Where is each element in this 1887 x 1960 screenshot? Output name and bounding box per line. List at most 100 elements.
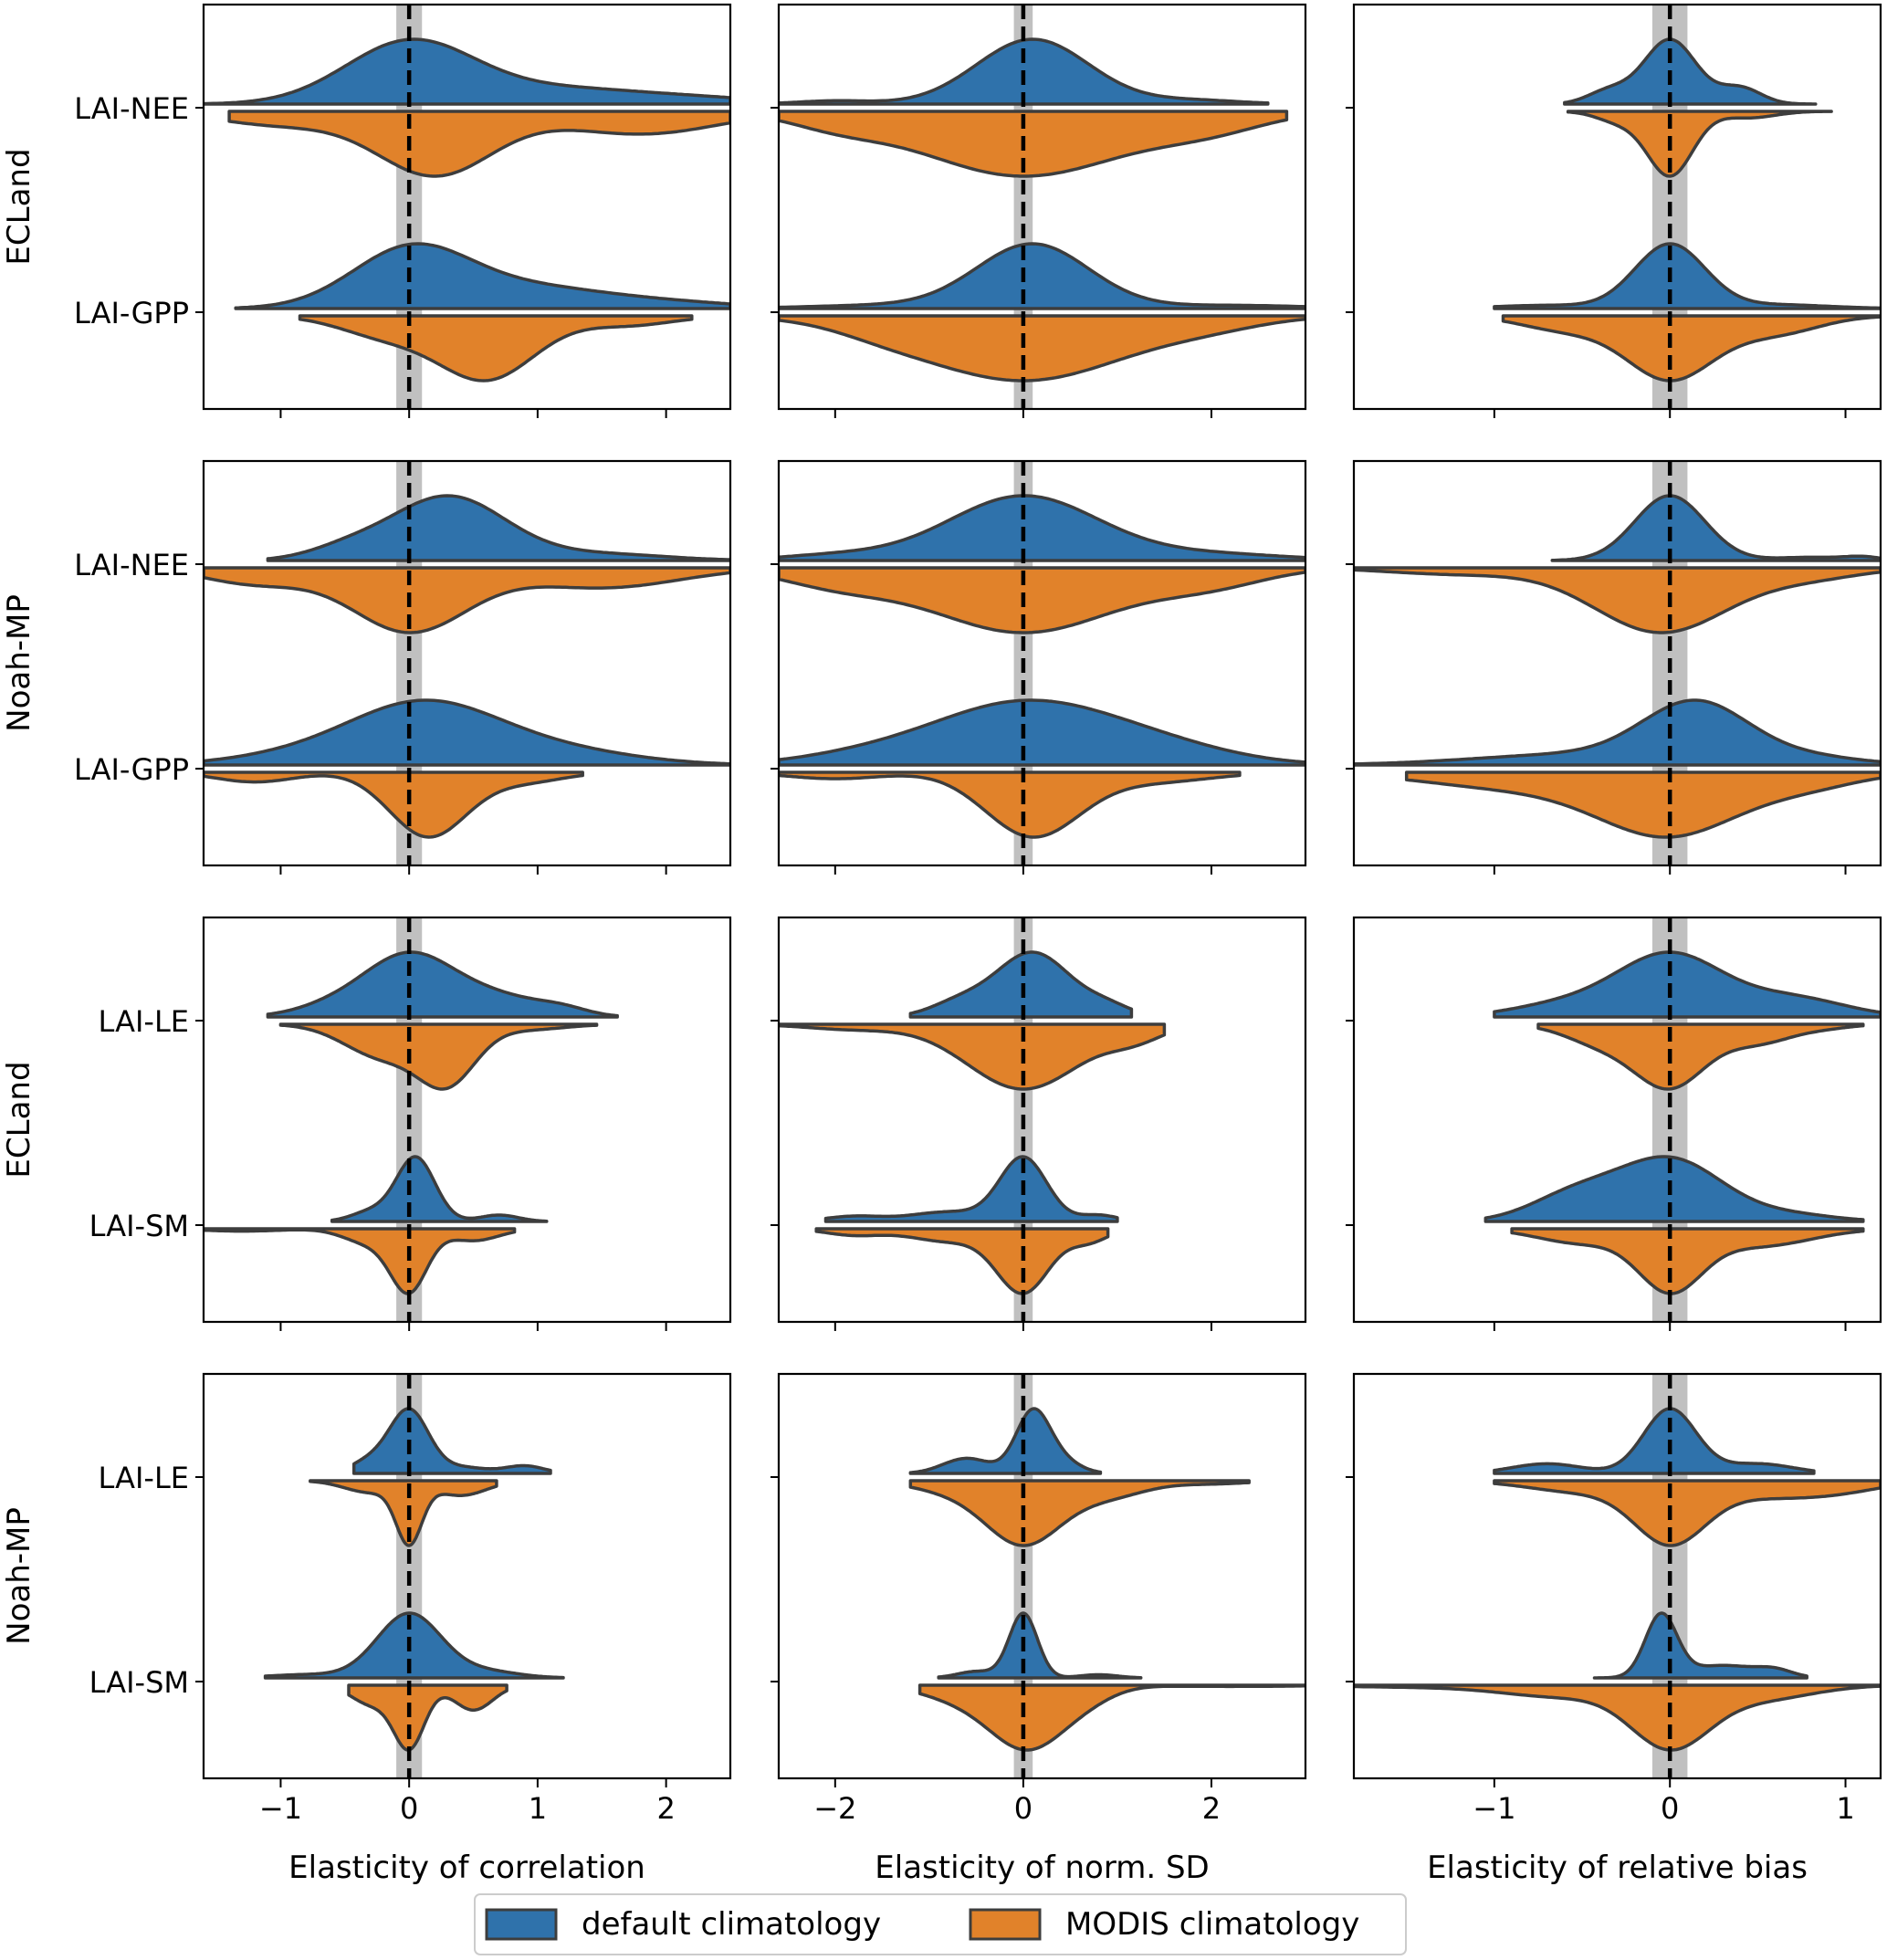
violin-default-lai-sm — [263, 1611, 565, 1680]
panel-frame — [202, 916, 732, 1324]
panel-0-0: LAI-NEE LAI-GPP — [74, 3, 732, 418]
x-tick-label: −2 — [813, 1791, 856, 1826]
violin-modis-lai-nee — [1354, 566, 1881, 634]
violin-default-lai-gpp — [1354, 698, 1881, 767]
panel-frame — [1352, 1372, 1882, 1780]
violin-default-lai-nee — [1563, 37, 1818, 106]
violin-modis-lai-nee — [1566, 110, 1833, 178]
violin-default-lai-sm — [330, 1155, 549, 1223]
violin-default-lai-sm — [823, 1155, 1119, 1223]
violin-default-lai-nee — [266, 494, 730, 562]
violin-modis-lai-gpp — [1501, 314, 1881, 383]
x-tick-label: 0 — [400, 1791, 418, 1826]
panel-1-1 — [771, 459, 1307, 875]
panel-2-1 — [771, 916, 1307, 1331]
violin-modis-lai-nee — [779, 110, 1289, 178]
violin-modis-lai-gpp — [298, 314, 694, 383]
violin-default-lai-sm — [937, 1611, 1143, 1680]
y-tick-label: LAI-NEE — [74, 91, 189, 126]
x-tick-label: 2 — [1202, 1791, 1221, 1826]
panel-frame — [777, 3, 1307, 411]
row-group-label: Noah-MP — [1, 594, 37, 732]
violin-modis-lai-le — [779, 1022, 1167, 1091]
violin-default-lai-le — [1493, 950, 1881, 1019]
violin-default-lai-gpp — [779, 242, 1305, 310]
violin-modis-lai-sm — [1510, 1227, 1865, 1295]
panel-frame — [202, 459, 732, 867]
legend-swatch-default — [485, 1908, 558, 1941]
x-tick-label: 1 — [529, 1791, 547, 1826]
panel-frame — [202, 3, 732, 411]
violin-default-lai-gpp — [1493, 242, 1881, 310]
x-axis-label: Elasticity of correlation — [288, 1850, 645, 1886]
row-group-label: ECLand — [1, 148, 37, 265]
x-tick-label: 1 — [1836, 1791, 1854, 1826]
x-tick-label: 0 — [1014, 1791, 1033, 1826]
y-tick-label: LAI-LE — [99, 1004, 189, 1039]
row-group-label: Noah-MP — [1, 1507, 37, 1645]
violin-modis-lai-le — [908, 1479, 1251, 1547]
violin-default-lai-le — [351, 1407, 552, 1475]
panel-1-0: LAI-NEE LAI-GPP — [74, 459, 732, 875]
panel-1-2 — [1346, 459, 1882, 875]
violin-modis-lai-sm — [204, 1227, 517, 1295]
violin-modis-lai-le — [309, 1479, 498, 1547]
panel-frame — [777, 459, 1307, 867]
violin-modis-lai-gpp — [779, 314, 1305, 383]
legend-label-default: default climatology — [582, 1906, 881, 1943]
legend-swatch-modis — [969, 1908, 1042, 1941]
violin-default-lai-le — [266, 950, 619, 1019]
violin-modis-lai-gpp — [1404, 770, 1881, 839]
violin-modis-lai-nee — [204, 566, 730, 634]
legend-box — [474, 1893, 1407, 1955]
violin-modis-lai-nee — [779, 566, 1305, 634]
panel-0-2 — [1346, 3, 1882, 418]
violin-modis-lai-nee — [227, 110, 730, 178]
violin-default-lai-nee — [779, 494, 1305, 562]
panel-frame — [202, 1372, 732, 1780]
violin-default-lai-gpp — [779, 698, 1305, 767]
violin-default-lai-le — [908, 1407, 1103, 1475]
panel-2-2 — [1346, 916, 1882, 1331]
violin-modis-lai-sm — [917, 1683, 1305, 1752]
violin-default-lai-le — [1493, 1407, 1816, 1475]
violin-modis-lai-sm — [1354, 1683, 1881, 1752]
x-axis-label: Elasticity of relative bias — [1427, 1850, 1808, 1886]
x-tick-label: 0 — [1661, 1791, 1679, 1826]
y-tick-label: LAI-LE — [99, 1461, 189, 1495]
panel-frame — [777, 1372, 1307, 1780]
y-tick-label: LAI-GPP — [74, 752, 189, 787]
panel-2-0: LAI-LE LAI-SM — [89, 916, 732, 1331]
y-tick-label: LAI-SM — [89, 1665, 189, 1700]
violin-default-lai-nee — [1550, 494, 1881, 562]
violin-default-lai-sm — [1483, 1155, 1865, 1223]
row-group-label: ECLand — [1, 1061, 37, 1178]
violin-default-lai-gpp — [204, 698, 730, 767]
violin-modis-lai-sm — [347, 1683, 508, 1752]
violin-modis-lai-sm — [814, 1227, 1110, 1295]
x-tick-label: −1 — [259, 1791, 302, 1826]
violin-default-lai-gpp — [234, 242, 730, 310]
violin-default-lai-sm — [1592, 1611, 1808, 1680]
y-tick-label: LAI-NEE — [74, 548, 189, 582]
panel-frame — [1352, 916, 1882, 1324]
panel-frame — [1352, 3, 1882, 411]
panel-frame — [1352, 459, 1882, 867]
legend-label-modis: MODIS climatology — [1065, 1906, 1359, 1943]
panel-0-1 — [771, 3, 1307, 418]
panel-3-1: −2 0 2 — [771, 1372, 1307, 1826]
legend: default climatology MODIS climatology — [474, 1893, 1407, 1955]
violin-default-lai-le — [908, 950, 1134, 1019]
violin-modis-lai-gpp — [779, 770, 1242, 839]
panel-3-2: −1 0 1 — [1346, 1372, 1882, 1826]
x-axis-label: Elasticity of norm. SD — [875, 1850, 1209, 1886]
y-tick-label: LAI-SM — [89, 1209, 189, 1243]
x-tick-label: 2 — [656, 1791, 675, 1826]
violin-modis-lai-le — [1493, 1479, 1881, 1547]
x-tick-label: −1 — [1473, 1791, 1515, 1826]
y-tick-label: LAI-GPP — [74, 296, 189, 330]
panel-3-0: LAI-LE LAI-SM −1 0 1 2 — [89, 1372, 732, 1826]
violin-modis-lai-le — [1536, 1022, 1865, 1091]
violin-default-lai-nee — [204, 37, 730, 106]
